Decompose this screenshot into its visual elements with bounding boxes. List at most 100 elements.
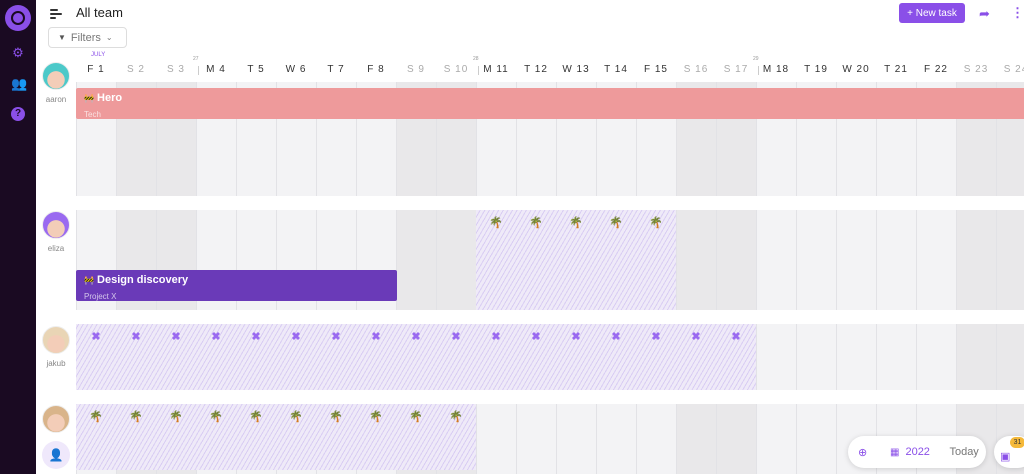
palm-tree-icon: 🌴 [649, 217, 663, 229]
day-column[interactable] [676, 82, 716, 474]
menu-icon[interactable] [50, 7, 62, 21]
palm-tree-icon: 🌴 [409, 411, 423, 423]
palm-tree-icon: 🌴 [129, 411, 143, 423]
year-selector[interactable]: 2022 [905, 446, 930, 458]
more-options-icon[interactable]: ⋮ [1011, 5, 1024, 20]
avatar[interactable] [42, 62, 70, 90]
row-gap [76, 310, 1024, 324]
x-icon: ✖ [291, 331, 301, 343]
avatar[interactable] [42, 326, 70, 354]
day-label: S 23 [963, 64, 989, 75]
day-column[interactable] [756, 82, 796, 474]
day-column[interactable] [876, 82, 916, 474]
task-title: Design discovery [97, 274, 189, 286]
palm-tree-icon: 🌴 [569, 217, 583, 229]
palm-tree-icon: 🌴 [169, 411, 183, 423]
palm-tree-icon: 🌴 [89, 411, 103, 423]
x-icon: ✖ [171, 331, 181, 343]
day-label: W 20 [842, 64, 870, 75]
user-name: jakub [46, 359, 66, 368]
palm-tree-icon: 🌴 [369, 411, 383, 423]
day-label: W 6 [285, 64, 307, 75]
help-icon[interactable]: ? [11, 107, 25, 121]
user-name: aaron [45, 95, 67, 104]
day-label: S 2 [126, 64, 145, 75]
user-name: eliza [47, 244, 65, 253]
filter-icon: ▼ [58, 33, 66, 42]
row-gap [76, 196, 1024, 210]
day-label: T 12 [524, 64, 548, 75]
x-icon: ✖ [611, 331, 621, 343]
day-column[interactable] [996, 82, 1024, 474]
day-label: S 16 [683, 64, 709, 75]
day-label: M 11 [483, 64, 509, 75]
task-bar[interactable]: 🚧 Hero Tech [76, 88, 1024, 119]
task-bar[interactable]: 🚧 Design discovery Project X [76, 270, 397, 301]
week-divider [758, 66, 759, 75]
inbox-icon: ▣ [1000, 451, 1011, 463]
row-gap [76, 390, 1024, 404]
x-icon: ✖ [491, 331, 501, 343]
sidebar: ⚙ 👥 ? [0, 0, 36, 474]
day-label: S 24 [1003, 64, 1024, 75]
day-label: T 14 [604, 64, 628, 75]
day-label: M 4 [206, 64, 226, 75]
app-logo[interactable] [5, 5, 31, 31]
filters-button[interactable]: ▼ Filters ⌄ [48, 27, 127, 48]
x-icon: ✖ [731, 331, 741, 343]
add-user-button[interactable]: 👤 [42, 441, 70, 469]
task-project: Tech [84, 110, 101, 119]
x-icon: ✖ [331, 331, 341, 343]
x-icon: ✖ [251, 331, 261, 343]
day-label: F 1 [87, 64, 105, 75]
day-label: S 3 [166, 64, 185, 75]
x-icon: ✖ [651, 331, 661, 343]
share-icon[interactable]: ➦ [979, 6, 990, 21]
palm-tree-icon: 🌴 [449, 411, 463, 423]
x-icon: ✖ [371, 331, 381, 343]
day-label: S 10 [443, 64, 469, 75]
week-divider [478, 66, 479, 75]
palm-tree-icon: 🌴 [329, 411, 343, 423]
x-icon: ✖ [411, 331, 421, 343]
palm-tree-icon: 🌴 [609, 217, 623, 229]
task-title: Hero [97, 92, 123, 104]
day-column[interactable] [716, 82, 756, 474]
week-number: 27 [193, 56, 199, 62]
day-label: S 9 [406, 64, 425, 75]
today-button[interactable]: Today [949, 446, 979, 458]
x-icon: ✖ [451, 331, 461, 343]
day-label: T 7 [327, 64, 345, 75]
day-column[interactable] [956, 82, 996, 474]
filters-label: Filters [70, 31, 101, 44]
day-column[interactable] [796, 82, 836, 474]
page-title: All team [76, 5, 123, 20]
time-off-unavailable[interactable] [76, 324, 756, 390]
time-off-vacation[interactable] [76, 404, 476, 470]
time-off-vacation[interactable] [476, 210, 676, 310]
day-label: F 8 [367, 64, 385, 75]
avatar[interactable] [42, 405, 70, 433]
day-column[interactable] [836, 82, 876, 474]
day-label: T 21 [884, 64, 908, 75]
day-label: W 13 [562, 64, 590, 75]
x-icon: ✖ [91, 331, 101, 343]
team-icon[interactable]: 👥 [11, 76, 28, 91]
construction-icon: 🚧 [84, 276, 94, 285]
new-task-button[interactable]: + New task [899, 3, 965, 23]
x-icon: ✖ [531, 331, 541, 343]
day-label: S 17 [723, 64, 749, 75]
palm-tree-icon: 🌴 [249, 411, 263, 423]
day-column[interactable] [916, 82, 956, 474]
day-label: T 19 [804, 64, 828, 75]
week-number: 28 [473, 56, 479, 62]
day-label: M 18 [762, 64, 790, 75]
avatar[interactable] [42, 211, 70, 239]
calendar-icon[interactable]: ▦ [890, 446, 900, 458]
palm-tree-icon: 🌴 [209, 411, 223, 423]
gear-icon[interactable]: ⚙ [12, 45, 24, 60]
palm-tree-icon: 🌴 [529, 217, 543, 229]
chevron-down-icon: ⌄ [105, 33, 113, 42]
zoom-in-icon[interactable]: ⊕ [858, 446, 868, 459]
inbox-button[interactable]: ▣ [994, 436, 1024, 468]
